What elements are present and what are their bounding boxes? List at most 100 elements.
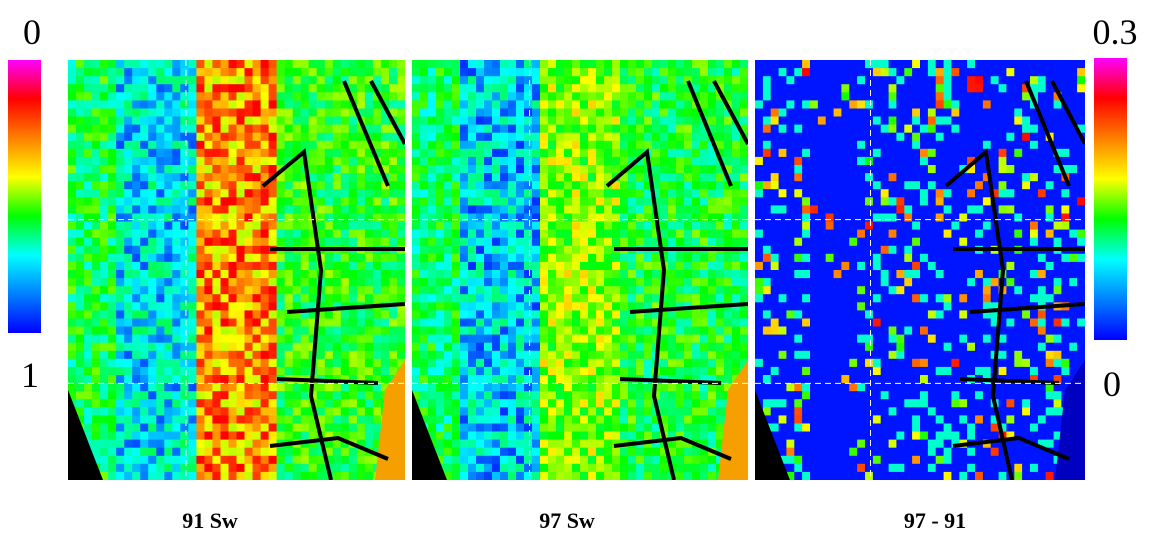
colorbar-top-label: 0.3 [1093,14,1138,50]
heatmap-cell [245,141,254,150]
heatmap-cell [261,399,270,408]
heatmap-cell [436,278,445,287]
heatmap-cell [548,92,557,101]
heatmap-cell [516,157,525,166]
heatmap-cell [357,60,366,69]
heatmap-cell [389,335,398,344]
heatmap-cell [76,254,85,263]
heatmap-cell [572,246,581,255]
heatmap-cell [524,84,533,93]
heatmap-cell [140,181,149,190]
heatmap-cell [333,157,342,166]
heatmap-cell [676,230,685,239]
heatmap-cell [1006,141,1015,150]
heatmap-cell [532,125,541,134]
heatmap-cell [540,319,549,328]
heatmap-cell [492,100,501,109]
heatmap-cell [524,157,533,166]
heatmap-cell [436,286,445,295]
heatmap-cell [548,432,557,441]
heatmap-cell [524,432,533,441]
heatmap-cell [636,100,645,109]
heatmap-cell [124,407,133,416]
heatmap-cell [341,472,350,480]
heatmap-cell [532,133,541,142]
heatmap-cell [500,133,509,142]
heatmap-cell [724,278,733,287]
heatmap-cell [68,197,77,206]
heatmap-cell [397,319,405,328]
heatmap-cell [108,214,117,223]
heatmap-cell [508,407,517,416]
heatmap-cell [389,214,398,223]
heatmap-cell [636,205,645,214]
heatmap-cell [221,262,230,271]
heatmap-cell [644,327,653,336]
heatmap-cell [991,100,1000,109]
heatmap-cell [84,205,93,214]
heatmap-cell [636,383,645,392]
heatmap-cell [476,310,485,319]
heatmap-cell [381,278,390,287]
heatmap-cell [132,109,141,118]
heatmap-cell [912,84,921,93]
heatmap-cell [1030,76,1039,85]
heatmap-cell [826,84,835,93]
heatmap-cell [604,68,613,77]
heatmap-cell [500,68,509,77]
heatmap-cell [148,125,157,134]
heatmap-cell [172,189,181,198]
heatmap-cell [580,286,589,295]
heatmap-cell [212,125,221,134]
heatmap-cell [293,60,302,69]
heatmap-cell [373,335,382,344]
heatmap-cell [124,246,133,255]
heatmap-cell [508,205,517,214]
heatmap-cell [644,76,653,85]
heatmap-cell [556,302,565,311]
heatmap-cell [983,92,992,101]
heatmap-cell [188,205,197,214]
heatmap-cell [920,141,929,150]
heatmap-cell [253,262,262,271]
heatmap-cell [460,327,469,336]
heatmap-cell [548,246,557,255]
heatmap-cell [732,270,741,279]
heatmap-cell [180,246,189,255]
heatmap-cell [516,456,525,465]
heatmap-cell [452,472,461,480]
heatmap-cell [620,214,629,223]
heatmap-cell [116,100,125,109]
heatmap-cell [229,472,238,480]
heatmap-cell [460,181,469,190]
heatmap-cell [881,92,890,101]
heatmap-cell [68,189,77,198]
heatmap-cell [865,109,874,118]
heatmap-cell [212,310,221,319]
heatmap-cell [500,141,509,150]
heatmap-cell [652,117,661,126]
heatmap-cell [245,254,254,263]
heatmap-cell [333,68,342,77]
heatmap-cell [604,84,613,93]
heatmap-cell [881,84,890,93]
heatmap-cell [794,68,803,77]
heatmap-cell [277,343,286,352]
heatmap-cell [508,351,517,360]
heatmap-cell [148,415,157,424]
heatmap-cell [172,109,181,118]
heatmap-cell [724,133,733,142]
heatmap-cell [245,456,254,465]
heatmap-cell [229,440,238,449]
heatmap-cell [652,109,661,118]
heatmap-cell [652,76,661,85]
heatmap-cell [108,432,117,441]
heatmap-cell [325,238,334,247]
heatmap-cell [412,375,421,384]
heatmap-cell [944,165,953,174]
heatmap-cell [676,335,685,344]
heatmap-cell [452,189,461,198]
heatmap-cell [740,262,748,271]
heatmap-cell [76,205,85,214]
heatmap-cell [116,262,125,271]
